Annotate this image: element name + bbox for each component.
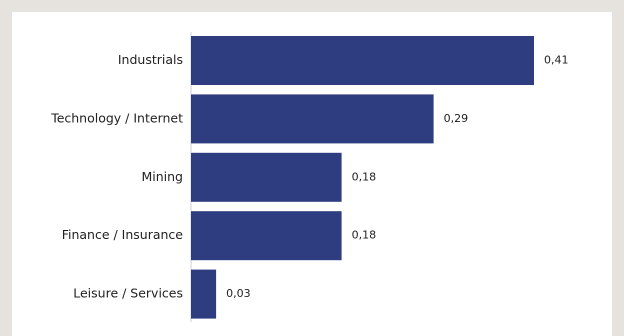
bar-chart: Industrials 0,41 Technology / Internet 0,29… — [50, 32, 569, 322]
category-label-2: Mining — [141, 169, 183, 184]
bar-0 — [191, 36, 534, 85]
bar-2 — [191, 152, 342, 202]
value-label-2: 0,18 — [352, 170, 377, 183]
category-label-3: Finance / Insurance — [62, 227, 184, 242]
bar-3 — [191, 211, 342, 261]
value-label-0: 0,41 — [544, 54, 569, 67]
chart-card: Industrials 0,41 Technology / Internet 0,29… — [12, 12, 612, 336]
category-label-1: Technology / Internet — [50, 110, 183, 125]
value-label-1: 0,29 — [444, 112, 469, 125]
value-label-4: 0,03 — [226, 287, 251, 300]
category-label-0: Industrials — [118, 52, 183, 67]
value-label-3: 0,18 — [352, 229, 377, 242]
bar-1 — [191, 94, 434, 144]
bar-4 — [191, 269, 217, 319]
category-label-4: Leisure / Services — [73, 286, 183, 301]
